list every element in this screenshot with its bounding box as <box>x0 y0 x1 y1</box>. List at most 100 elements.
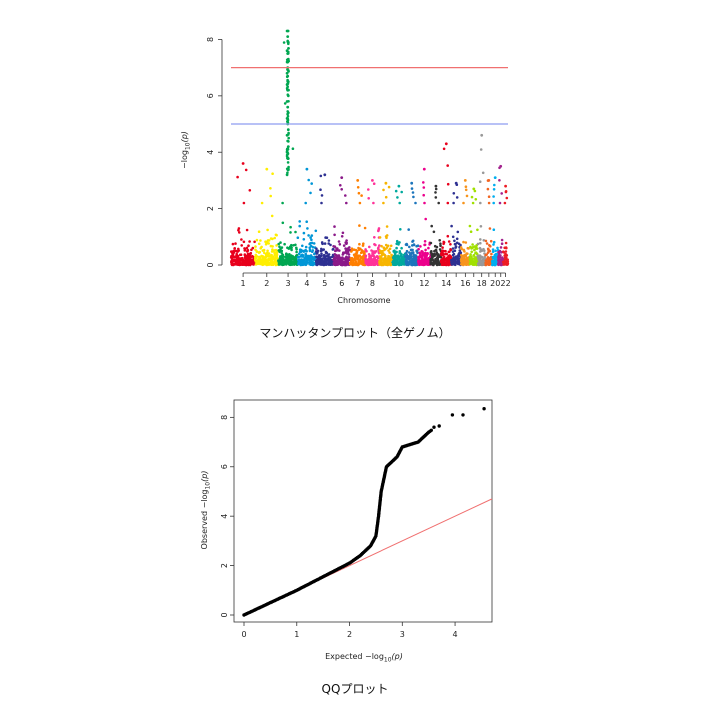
manhattan-point <box>302 238 306 241</box>
manhattan-point <box>298 224 302 228</box>
manhattan-point <box>296 255 300 259</box>
qq-x-tick-label: 1 <box>294 630 299 639</box>
manhattan-point <box>239 258 242 261</box>
manhattan-point <box>233 259 236 263</box>
manhattan-point <box>389 263 393 267</box>
manhattan-point <box>410 262 414 265</box>
manhattan-point <box>498 249 502 253</box>
manhattan-point <box>487 248 490 251</box>
manhattan-point <box>424 217 428 221</box>
manhattan-point <box>347 256 350 259</box>
manhattan-point <box>231 242 235 246</box>
manhattan-point <box>247 244 250 247</box>
qq-point <box>432 425 436 429</box>
manhattan-point <box>350 247 354 250</box>
manhattan-point <box>505 259 509 262</box>
manhattan-point <box>433 253 437 256</box>
manhattan-point <box>410 257 414 261</box>
manhattan-peak-point <box>285 173 289 177</box>
manhattan-point <box>245 228 249 232</box>
manhattan-point <box>388 251 391 254</box>
manhattan-point <box>269 194 273 198</box>
manhattan-point <box>492 228 496 231</box>
manhattan-point <box>442 260 446 264</box>
manhattan-point <box>486 187 490 191</box>
manhattan-point <box>243 262 246 266</box>
manhattan-point <box>479 260 483 264</box>
manhattan-point <box>434 187 438 191</box>
manhattan-point <box>387 185 391 189</box>
manhattan-point <box>420 254 424 257</box>
manhattan-point <box>404 243 408 246</box>
manhattan-point <box>399 261 402 264</box>
manhattan-point <box>273 253 277 256</box>
manhattan-point <box>274 248 278 252</box>
manhattan-point <box>323 256 327 259</box>
manhattan-point <box>248 189 252 192</box>
manhattan-point <box>357 191 361 195</box>
manhattan-x-tick-label: 2 <box>264 279 269 288</box>
manhattan-point <box>450 224 453 228</box>
manhattan-point <box>290 248 293 252</box>
manhattan-point <box>411 251 415 255</box>
manhattan-point <box>489 239 493 243</box>
manhattan-peak-point <box>286 161 290 164</box>
manhattan-point <box>456 230 460 234</box>
manhattan-point <box>362 250 365 254</box>
manhattan-point <box>254 248 257 252</box>
manhattan-point <box>315 247 318 250</box>
manhattan-point <box>333 258 337 262</box>
manhattan-point <box>267 257 270 261</box>
manhattan-point <box>411 239 415 243</box>
manhattan-point <box>307 178 311 182</box>
manhattan-point <box>426 261 430 264</box>
manhattan-point <box>493 183 496 187</box>
manhattan-point <box>475 252 478 255</box>
manhattan-point <box>481 171 485 175</box>
manhattan-point <box>399 228 402 231</box>
manhattan-point <box>418 259 421 262</box>
manhattan-point <box>334 263 337 267</box>
manhattan-point <box>358 254 362 257</box>
manhattan-point <box>240 244 243 247</box>
manhattan-point <box>417 262 421 266</box>
manhattan-point <box>447 254 450 258</box>
manhattan-point <box>493 263 497 266</box>
manhattan-point <box>379 256 383 259</box>
manhattan-peak-point <box>286 110 290 113</box>
manhattan-point <box>468 224 472 228</box>
manhattan-point <box>320 201 323 205</box>
manhattan-point <box>337 254 341 257</box>
manhattan-point <box>388 257 392 260</box>
manhattan-point <box>336 259 340 262</box>
manhattan-point <box>470 257 474 261</box>
manhattan-peak-point <box>287 52 290 55</box>
manhattan-point <box>414 260 417 264</box>
manhattan-point <box>270 250 274 253</box>
manhattan-point <box>446 234 450 238</box>
manhattan-point <box>260 201 264 205</box>
manhattan-point <box>442 242 445 246</box>
manhattan-point <box>384 263 387 266</box>
manhattan-point <box>333 225 336 228</box>
manhattan-point <box>404 255 407 259</box>
manhattan-point <box>436 253 439 256</box>
manhattan-point <box>384 235 388 238</box>
manhattan-point <box>289 261 292 265</box>
manhattan-point <box>433 261 436 265</box>
manhattan-point <box>497 251 501 255</box>
manhattan-point <box>254 256 258 260</box>
manhattan-x-tick-label: 14 <box>441 279 451 288</box>
manhattan-point <box>421 262 425 265</box>
manhattan-point <box>345 255 348 259</box>
manhattan-point <box>261 254 264 258</box>
manhattan-point <box>408 245 411 249</box>
manhattan-point <box>462 240 465 244</box>
manhattan-point <box>303 249 306 253</box>
manhattan-point <box>444 249 447 253</box>
manhattan-point <box>424 248 427 252</box>
manhattan-point <box>384 243 388 247</box>
manhattan-point <box>294 230 297 234</box>
manhattan-point <box>324 260 328 264</box>
